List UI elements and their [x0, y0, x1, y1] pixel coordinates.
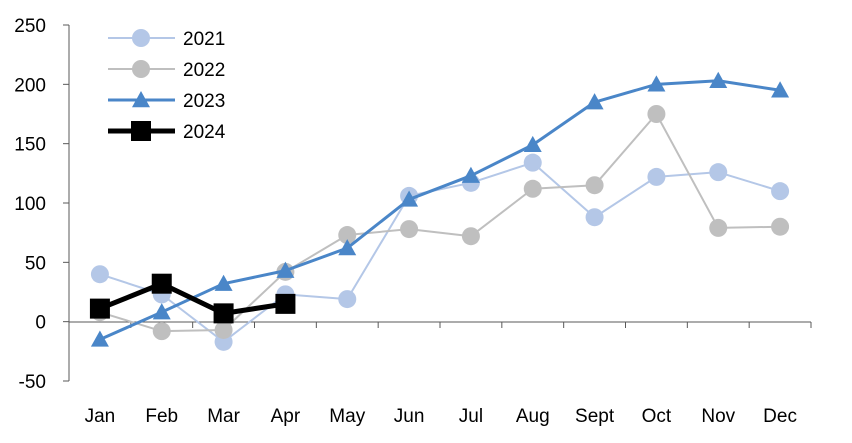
data-point-2022 [585, 176, 604, 195]
data-point-2023 [152, 303, 171, 320]
data-point-2022 [214, 320, 233, 339]
axes: -50 0 50 100 150 200 250 Jan Feb Mar Apr May Jun Jul A… [14, 16, 812, 427]
series-layer [89, 71, 790, 351]
legend: 2021 2022 2023 2024 [108, 29, 226, 143]
data-point-2021 [585, 208, 604, 227]
y-tick-label: 250 [14, 16, 46, 37]
x-tick-label: Jan [85, 406, 116, 427]
data-point-2023 [338, 239, 357, 256]
data-point-2021 [709, 163, 728, 182]
y-tick-label: -50 [19, 372, 46, 393]
data-point-2021 [771, 182, 790, 201]
x-tick-label: Aug [516, 406, 550, 427]
data-point-2022 [771, 217, 790, 236]
data-point-2022 [152, 322, 171, 341]
data-point-2021 [338, 290, 357, 309]
x-tick-label: May [329, 406, 365, 427]
legend-swatch-marker [132, 29, 150, 47]
series-2021 [90, 153, 790, 351]
x-tick-label: Mar [207, 406, 240, 427]
data-point-2023 [709, 71, 728, 88]
y-tick-label: 50 [25, 253, 46, 274]
legend-swatch-marker [132, 91, 150, 108]
series-line-2024 [98, 281, 286, 316]
legend-swatch-marker [132, 60, 150, 78]
legend-item-2024: 2024 [108, 121, 226, 143]
data-point-2023 [523, 135, 542, 153]
series-line-2022 [99, 113, 781, 333]
legend-item-2023: 2023 [108, 91, 225, 112]
legend-item-2022: 2022 [108, 60, 225, 81]
data-point-2024 [213, 303, 234, 324]
legend-label: 2023 [183, 91, 225, 112]
data-point-2021 [647, 167, 666, 186]
y-tick-label: 200 [14, 75, 46, 96]
x-tick-label: Jun [394, 406, 425, 427]
series-2023 [90, 71, 790, 347]
data-point-2021 [523, 153, 542, 172]
series-line-2021 [99, 161, 781, 343]
data-point-2022 [523, 179, 542, 198]
x-tick-label: Sept [575, 406, 615, 427]
data-point-2023 [90, 330, 109, 347]
legend-label: 2024 [183, 122, 226, 143]
data-point-2023 [276, 261, 295, 278]
data-point-2022 [709, 218, 728, 237]
series-2024 [89, 273, 296, 324]
data-point-2022 [338, 226, 357, 245]
data-point-2023 [214, 274, 233, 291]
x-tick-label: Apr [271, 406, 301, 427]
legend-label: 2022 [183, 60, 225, 81]
x-tick-label: Oct [642, 406, 672, 427]
x-tick-label: Feb [145, 406, 178, 427]
data-point-2021 [90, 265, 109, 284]
data-point-2023 [771, 81, 790, 98]
data-point-2022 [400, 220, 419, 239]
y-tick-label: 150 [14, 135, 46, 156]
data-point-2023 [400, 190, 419, 207]
x-tick-label: Jul [459, 406, 483, 427]
data-point-2023 [461, 166, 480, 183]
y-tick-label: 0 [35, 313, 46, 334]
x-tick-label: Dec [763, 406, 797, 427]
data-point-2023 [647, 75, 666, 92]
series-line-2023 [99, 79, 781, 341]
legend-swatch-marker [131, 121, 151, 141]
y-tick-label: 100 [14, 194, 46, 215]
data-point-2022 [461, 227, 480, 246]
x-tick-label: Nov [701, 406, 735, 427]
data-point-2023 [585, 93, 604, 110]
legend-label: 2021 [183, 29, 225, 50]
data-point-2022 [647, 105, 666, 123]
data-point-2024 [151, 273, 172, 294]
data-point-2024 [275, 293, 296, 314]
legend-item-2021: 2021 [108, 29, 225, 50]
data-point-2024 [89, 298, 110, 319]
